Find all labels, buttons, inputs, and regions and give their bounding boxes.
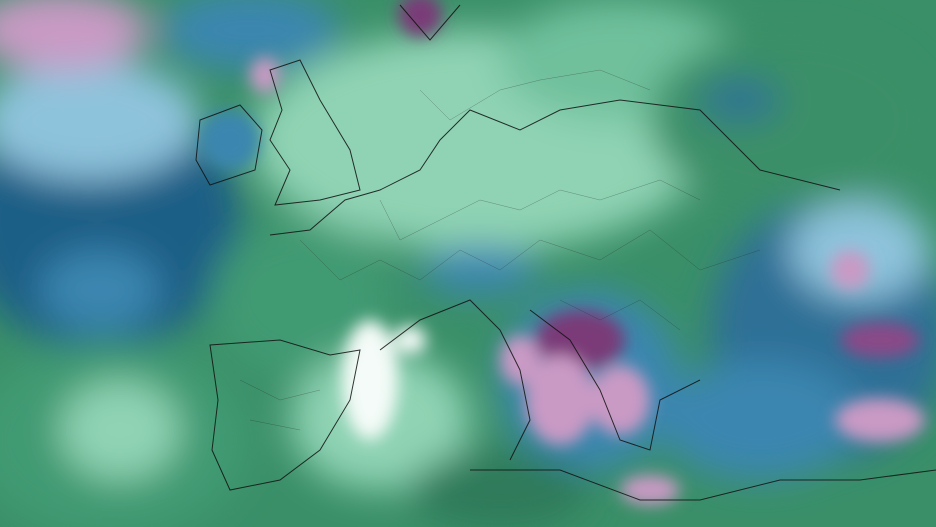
intense-fields xyxy=(200,0,925,505)
admin-borders xyxy=(239,69,761,431)
coastlines xyxy=(195,4,936,501)
